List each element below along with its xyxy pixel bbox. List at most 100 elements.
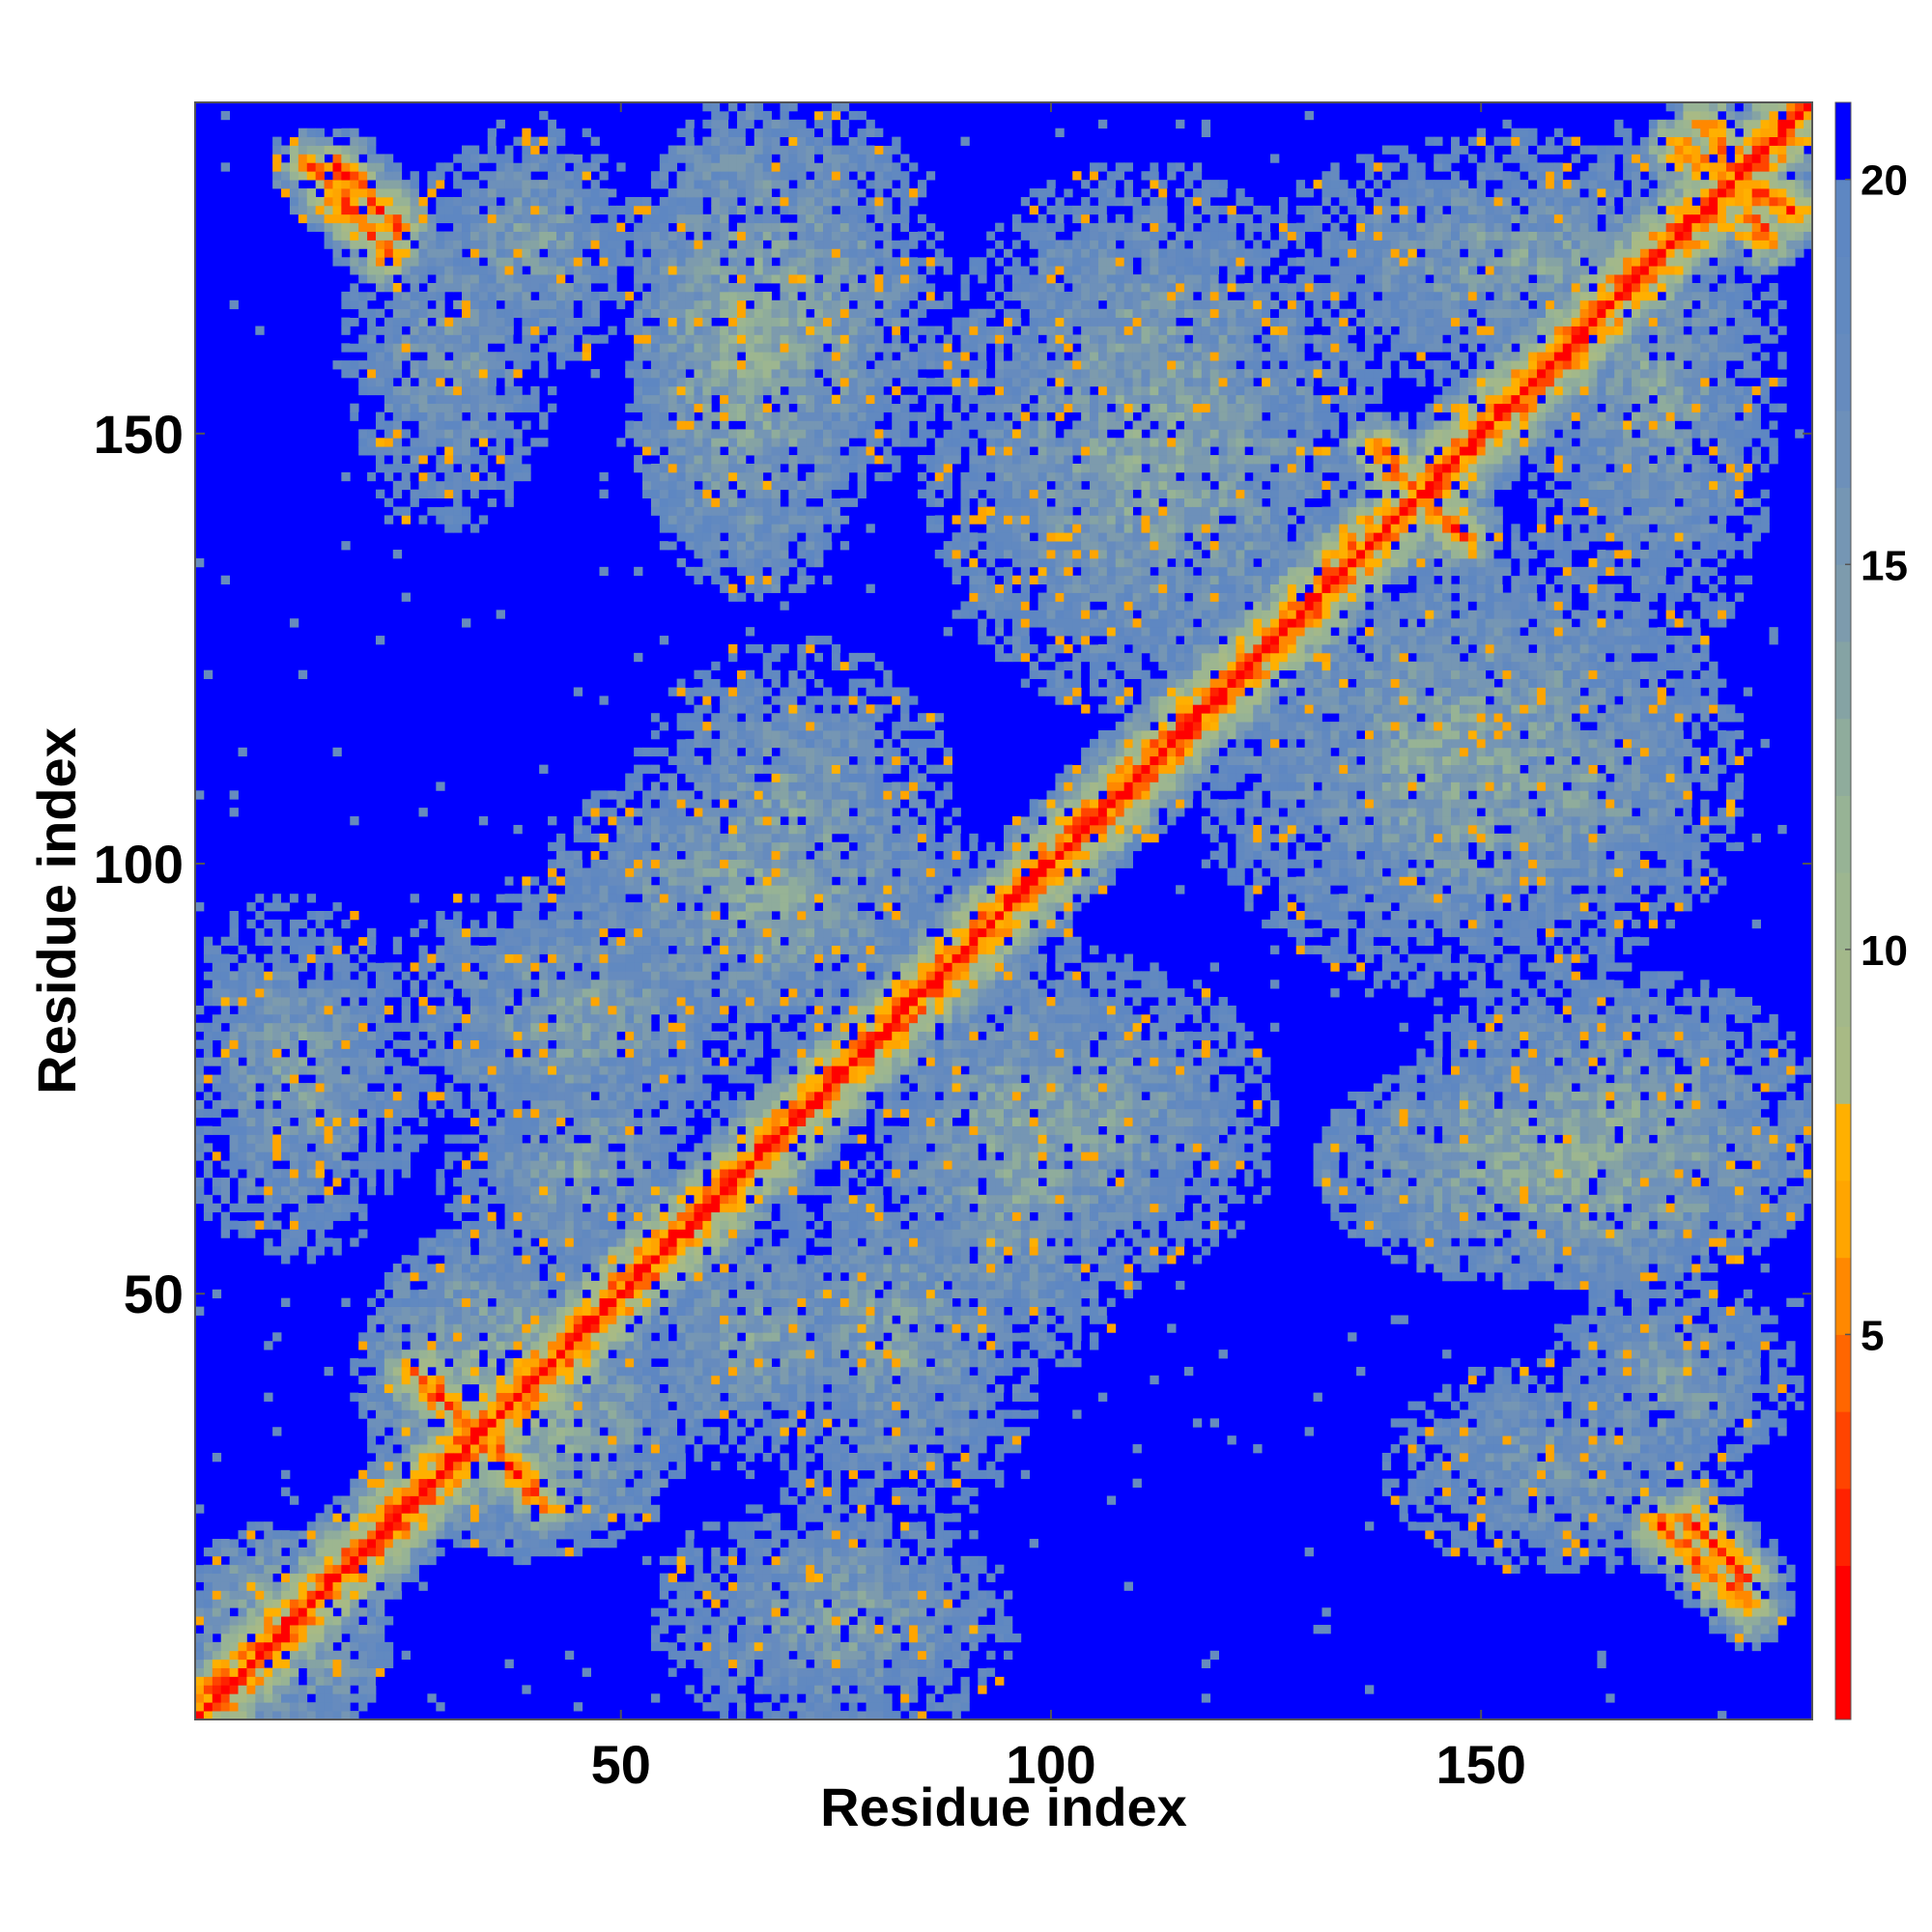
heatmap-cell [350,1574,358,1582]
heatmap-cell [419,1118,428,1126]
heatmap-cell [530,352,539,360]
heatmap-cell [411,1462,419,1470]
heatmap-cell [539,283,548,292]
heatmap-cell [660,352,668,360]
heatmap-cell [325,988,333,997]
heatmap-cell [479,816,488,825]
heatmap-cell [642,876,651,885]
heatmap-cell [316,971,325,980]
heatmap-cell [350,180,358,188]
heatmap-cell [582,997,591,1006]
heatmap-cell [642,1178,651,1186]
heatmap-cell [402,481,411,490]
heatmap-cell [642,206,651,214]
heatmap-cell [470,420,479,429]
heatmap-cell [444,1376,453,1384]
heatmap-cell [608,1521,616,1530]
heatmap-cell [660,971,668,980]
heatmap-cell [608,1367,616,1376]
heatmap-cell [522,1065,530,1074]
heatmap-cell [290,1048,298,1057]
heatmap-cell [479,481,488,490]
heatmap-cell [453,1367,462,1376]
heatmap-cell [246,1014,255,1023]
heatmap-cell [358,1495,367,1504]
heatmap-cell [402,1444,411,1453]
heatmap-cell [660,490,668,498]
heatmap-cell [660,1074,668,1083]
heatmap-cell [358,197,367,206]
heatmap-cell [600,920,609,928]
heatmap-cell [255,1660,264,1668]
heatmap-cell [367,1143,376,1151]
heatmap-cell [556,197,565,206]
heatmap-cell [393,318,402,327]
heatmap-cell [574,1221,582,1230]
heatmap-cell [634,937,642,946]
heatmap-cell [625,1195,634,1204]
heatmap-cell [264,1143,272,1151]
heatmap-cell [625,954,634,963]
heatmap-cell [341,128,350,137]
heatmap-cell [221,1195,230,1204]
heatmap-cell [651,1418,660,1427]
heatmap-cell [565,1323,574,1332]
heatmap-cell [444,1151,453,1160]
heatmap-cell [479,1221,488,1230]
heatmap-cell [307,1668,316,1677]
heatmap-cell [582,816,591,825]
heatmap-cell [479,1264,488,1272]
heatmap-cell [591,911,600,920]
heatmap-cell [213,1074,221,1083]
heatmap-cell [513,1246,522,1255]
heatmap-cell [332,248,341,257]
heatmap-cell [488,369,497,378]
heatmap-cell [668,507,677,516]
heatmap-cell [213,1151,221,1160]
heatmap-cell [539,1323,548,1332]
heatmap-cell [393,1350,402,1358]
heatmap-cell [281,146,290,155]
heatmap-cell [591,816,600,825]
heatmap-cell [634,1006,642,1014]
heatmap-cell [505,1332,514,1341]
heatmap-cell [470,1453,479,1462]
heatmap-cell [384,1376,393,1384]
heatmap-cell [505,1255,514,1264]
heatmap-cell [427,1100,436,1109]
heatmap-cell [608,1272,616,1281]
heatmap-cell [264,1642,272,1651]
heatmap-cell [522,1221,530,1230]
heatmap-cell [616,1151,625,1160]
heatmap-cell [255,1651,264,1660]
heatmap-cell [479,1204,488,1212]
heatmap-cell [625,1402,634,1410]
heatmap-cell [470,1151,479,1160]
heatmap-cell [264,1169,272,1178]
heatmap-cell [642,378,651,386]
heatmap-cell [660,885,668,894]
heatmap-cell [332,1074,341,1083]
heatmap-cell [608,1135,616,1144]
heatmap-cell [582,171,591,180]
heatmap-cell [402,1479,411,1488]
heatmap-cell [539,206,548,214]
heatmap-cell [513,1065,522,1074]
heatmap-cell [642,988,651,997]
heatmap-cell [556,1504,565,1513]
heatmap-cell [436,1169,444,1178]
heatmap-cell [307,1160,316,1169]
heatmap-cell [264,1676,272,1685]
heatmap-cell [298,137,307,146]
heatmap-cell [651,867,660,876]
heatmap-cell [660,1246,668,1255]
heatmap-cell [505,283,514,292]
heatmap-cell [411,327,419,335]
heatmap-cell [325,1212,333,1221]
heatmap-cell [565,1204,574,1212]
heatmap-cell [367,327,376,335]
heatmap-cell [488,334,497,343]
heatmap-cell [204,1590,213,1599]
heatmap-cell [255,1574,264,1582]
heatmap-cell [453,1427,462,1435]
